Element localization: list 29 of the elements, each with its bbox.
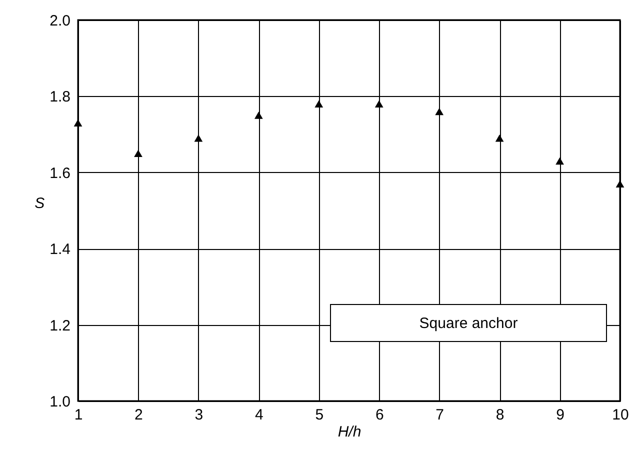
x-tick-label: 1 — [74, 406, 83, 424]
point — [74, 119, 82, 126]
y-tick-label: 2.0 — [50, 12, 70, 30]
label-box: Square anchor — [330, 304, 607, 342]
x-tick-label: 2 — [134, 406, 143, 424]
x-tick-label: 8 — [496, 406, 504, 424]
x-tick-label: 7 — [436, 406, 444, 424]
x-axis-title: H/h — [338, 424, 362, 440]
y-tick-label: 1.0 — [50, 394, 70, 410]
y-axis-title: S — [34, 195, 45, 212]
x-tick-label: 6 — [375, 406, 384, 424]
y-tick-label: 1.6 — [50, 164, 70, 182]
point — [314, 100, 324, 108]
point — [134, 150, 142, 157]
point — [374, 100, 384, 108]
point — [435, 108, 444, 116]
x-tick-label: 5 — [315, 406, 324, 424]
point — [194, 134, 203, 142]
x-tick-label: 3 — [194, 406, 204, 424]
x-tick-label: 9 — [556, 406, 564, 424]
y-tick-label: 1.2 — [50, 317, 70, 334]
point — [254, 112, 263, 119]
y-tick-label: 1.8 — [50, 88, 70, 106]
point — [495, 134, 504, 142]
point — [616, 180, 624, 188]
x-tick-label: 10 — [612, 406, 629, 424]
y-tick-label: 1.4 — [50, 241, 70, 258]
x-tick-label: 4 — [254, 406, 264, 424]
point — [556, 157, 564, 165]
